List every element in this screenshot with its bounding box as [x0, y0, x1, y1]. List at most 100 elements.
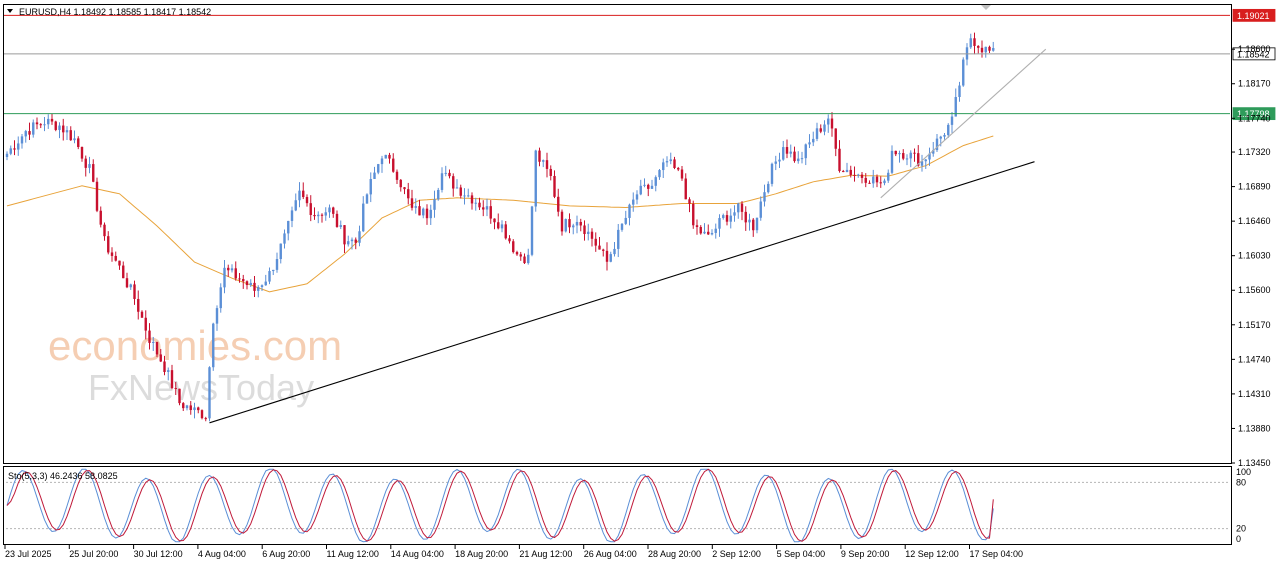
- candle-body: [167, 370, 170, 372]
- candle-body: [380, 158, 384, 165]
- candle-body: [114, 255, 117, 261]
- main-uptrend-trendline[interactable]: [209, 161, 1035, 424]
- candle: [125, 272, 129, 289]
- candle: [808, 134, 811, 148]
- candle: [590, 228, 594, 247]
- candle: [339, 220, 342, 230]
- candle: [28, 122, 31, 141]
- candle: [977, 45, 980, 54]
- candle-body: [845, 169, 849, 173]
- candle-body: [275, 259, 279, 270]
- candle-body: [519, 254, 522, 257]
- candle: [789, 144, 792, 158]
- candle-body: [710, 232, 714, 235]
- candle: [515, 250, 519, 256]
- candle: [575, 215, 579, 234]
- candle-body: [103, 224, 106, 237]
- candle: [354, 237, 357, 250]
- candle: [583, 220, 586, 241]
- candle: [392, 153, 395, 173]
- candle-body: [80, 146, 84, 159]
- stochastic-signal-line: [6, 468, 994, 542]
- candle-body: [497, 222, 500, 229]
- candle-body: [834, 128, 837, 149]
- candle: [962, 57, 965, 87]
- candle: [628, 203, 631, 226]
- candle: [182, 402, 185, 412]
- time-tick-label: 21 Aug 12:00: [519, 549, 572, 559]
- candle: [418, 199, 421, 216]
- candle-body: [28, 131, 31, 135]
- candle: [879, 176, 882, 188]
- candle-body: [725, 215, 729, 222]
- candle-body: [643, 184, 646, 186]
- candle: [200, 409, 204, 420]
- candle-body: [73, 138, 76, 141]
- candle: [680, 165, 684, 181]
- candle-body: [343, 225, 346, 245]
- candle: [729, 208, 732, 229]
- candle: [534, 149, 537, 212]
- candle: [695, 219, 699, 235]
- steep-uptrend-trendline[interactable]: [880, 48, 1047, 199]
- collapse-triangle-icon[interactable]: [7, 9, 13, 13]
- candle: [208, 366, 211, 422]
- price-tick-label: 1.17740: [1238, 113, 1271, 123]
- candle-body: [242, 278, 245, 282]
- candle-body: [287, 220, 290, 234]
- candle-body: [35, 122, 39, 125]
- candle: [317, 211, 320, 224]
- price-tick-label: 1.17320: [1238, 147, 1271, 157]
- candle-body: [707, 231, 710, 235]
- moving-average-line: [6, 135, 994, 293]
- candle-body: [905, 158, 909, 160]
- candle-body: [384, 154, 387, 159]
- candle-body: [92, 164, 95, 182]
- candle-body: [992, 48, 995, 51]
- candle-body: [542, 160, 545, 162]
- candle-body: [729, 215, 732, 222]
- candle: [725, 210, 729, 226]
- candle-body: [620, 223, 624, 230]
- candle: [973, 32, 976, 55]
- candle-body: [598, 245, 601, 250]
- candle-body: [793, 151, 796, 162]
- candle: [62, 118, 65, 141]
- candle-body: [189, 405, 192, 411]
- candle-body: [399, 179, 402, 188]
- candle-body: [737, 203, 740, 213]
- candle: [133, 280, 136, 305]
- candle: [320, 213, 324, 223]
- candle-body: [309, 203, 312, 216]
- candle-body: [369, 178, 372, 195]
- candle: [362, 196, 365, 233]
- candle: [557, 188, 560, 217]
- scroll-marker-icon[interactable]: [981, 5, 991, 10]
- candle: [260, 284, 264, 292]
- candle-body: [440, 173, 444, 190]
- candle: [677, 166, 680, 172]
- candle: [748, 213, 751, 231]
- candle: [819, 124, 822, 134]
- candle: [429, 204, 432, 225]
- candle-body: [20, 136, 24, 144]
- candle: [572, 223, 575, 235]
- stochastic-label: Sto(5,3,3) 46.2436 58.0825: [8, 471, 118, 481]
- candle: [463, 188, 466, 205]
- candle-body: [107, 236, 110, 253]
- candle: [932, 141, 935, 157]
- time-tick-label: 5 Sep 04:00: [777, 549, 826, 559]
- candle-body: [373, 172, 376, 179]
- candle-body: [759, 201, 762, 218]
- candle: [174, 381, 177, 396]
- candle-body: [800, 158, 804, 160]
- candle: [287, 220, 290, 241]
- candle-body: [58, 125, 61, 130]
- candle-body: [639, 185, 642, 195]
- candle-body: [245, 281, 249, 286]
- candle-body: [264, 281, 267, 286]
- candle: [482, 200, 485, 217]
- candle-body: [545, 160, 549, 169]
